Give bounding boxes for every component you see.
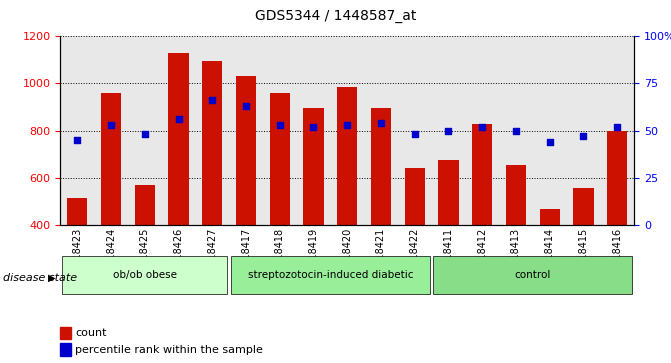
Text: control: control [515,270,551,280]
Point [612,124,623,130]
Bar [236,77,256,225]
Bar [67,198,87,225]
Bar [101,93,121,225]
Bar [62,256,227,294]
Point [376,120,386,126]
Point [173,117,184,122]
Text: count: count [75,328,107,338]
Point [477,124,488,130]
Point [207,98,217,103]
Point [409,131,420,137]
Text: ob/ob obese: ob/ob obese [113,270,176,280]
Text: percentile rank within the sample: percentile rank within the sample [75,344,263,355]
Point [544,139,555,145]
Point [140,131,150,137]
Bar [337,87,358,225]
Bar [371,108,391,225]
Point [308,124,319,130]
Bar [231,256,430,294]
Point [105,122,116,128]
Text: disease state: disease state [3,273,77,283]
Bar [472,123,493,225]
Bar [60,343,70,356]
Bar [438,160,458,225]
Bar [168,53,189,225]
Point [578,134,589,139]
Bar [303,108,323,225]
Point [274,122,285,128]
Text: GDS5344 / 1448587_at: GDS5344 / 1448587_at [255,9,416,23]
Bar [607,131,627,225]
Text: streptozotocin-induced diabetic: streptozotocin-induced diabetic [248,270,413,280]
Bar [433,256,632,294]
Bar [202,61,222,225]
Bar [270,93,290,225]
Bar [135,185,155,225]
Point [443,128,454,134]
Bar [573,188,594,225]
Bar [405,168,425,225]
Bar [60,327,70,339]
Text: ▶: ▶ [48,273,56,283]
Point [241,103,252,109]
Point [72,137,83,143]
Point [342,122,353,128]
Bar [506,165,526,225]
Bar [539,208,560,225]
Point [511,128,521,134]
